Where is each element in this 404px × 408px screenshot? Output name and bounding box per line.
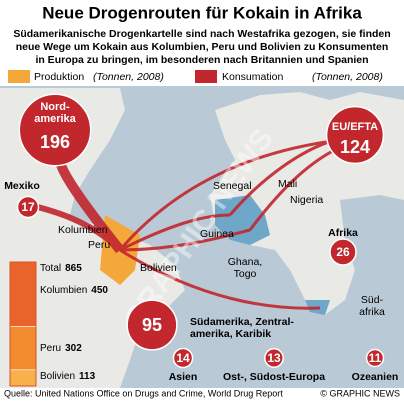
place-label: Guinea (200, 228, 234, 240)
place-label: Ghana, (228, 256, 262, 268)
production-name: Bolivien (40, 371, 75, 382)
place-label: Mali (278, 178, 297, 190)
consumption-value: 13 (267, 351, 281, 365)
production-value: 302 (65, 343, 82, 354)
place-label: Bolivien (140, 262, 177, 274)
consumption-value: 26 (336, 245, 350, 259)
consumption-value: 196 (40, 132, 70, 152)
place-label: afrika (359, 306, 385, 318)
source: Quelle: United Nations Office on Drugs a… (4, 388, 283, 398)
consumption-value: 14 (176, 351, 190, 365)
production-name: Kolumbien (40, 285, 87, 296)
production-name: Peru (40, 343, 61, 354)
place-label: Kolumbien (58, 224, 108, 236)
consumption-circle (126, 299, 178, 351)
dynamic-layer: 196 Nord-amerika 124 EU/EFTA 17 Mexiko 26 Afrik… (4, 93, 399, 387)
consumer-name: Nord- (40, 101, 70, 113)
consumption-value: 124 (340, 137, 370, 157)
production-value: 450 (91, 285, 108, 296)
credit: © GRAPHIC NEWS (320, 388, 400, 398)
legend-consumption-swatch (195, 70, 217, 83)
consumption-circle (365, 348, 385, 368)
place-label: Togo (234, 268, 257, 280)
title: Neue Drogenrouten für Kokain in Afrika (42, 3, 362, 22)
place-label: Peru (88, 239, 110, 251)
production-total-bar (9, 261, 37, 387)
production-value: 113 (79, 371, 96, 382)
production-bar (9, 261, 37, 327)
production-name: Total (40, 263, 61, 274)
consumption-value: 95 (142, 315, 162, 335)
consumption-circle (16, 195, 40, 219)
production-value: 865 (65, 263, 82, 274)
production-label: Peru 302 (40, 343, 82, 354)
subtitle-line: in Europa zu bringen, im besonderen nach… (35, 54, 368, 66)
legend-consumption: Konsumation (222, 71, 283, 83)
subtitle-line: neue Wege um Kokain aus Kolumbien, Peru … (16, 41, 389, 53)
production-label: Total 865 (40, 263, 82, 274)
consumer-name: Ost-, Südost-Europa (223, 371, 325, 383)
consumer-name: Afrika (328, 227, 358, 239)
consumption-circle (264, 348, 284, 368)
legend-unit: (Tonnen, 2008) (93, 71, 164, 83)
consumer-name: EU/EFTA (332, 121, 378, 133)
subtitle: Südamerikanische Drogenkartelle sind nac… (13, 28, 390, 66)
legend-production-swatch (8, 70, 30, 83)
production-label: Bolivien 113 (40, 371, 96, 382)
production-bar (9, 326, 37, 371)
subtitle-line: Südamerikanische Drogenkartelle sind nac… (13, 28, 390, 40)
west-africa (215, 195, 270, 245)
legend-production: Produktion (34, 71, 84, 83)
consumption-value: 17 (21, 200, 35, 214)
production-label: Kolumbien 450 (40, 285, 108, 296)
place-label: Süd- (361, 294, 384, 306)
production-bar (9, 369, 37, 387)
consumption-circle (172, 347, 194, 369)
consumption-circle (18, 93, 92, 167)
consumer-name: Ozeanien (352, 371, 399, 383)
consumption-value: 11 (369, 351, 382, 365)
consumer-name: amerika, Karibik (190, 328, 271, 340)
consumer-name: Asien (169, 371, 198, 383)
consumer-name: Südamerika, Zentral- (190, 316, 294, 328)
consumer-name: amerika (34, 113, 76, 125)
legend-unit: (Tonnen, 2008) (312, 71, 383, 83)
place-label: Nigeria (290, 194, 323, 206)
consumption-circle (325, 105, 385, 165)
consumer-name: Mexiko (4, 180, 40, 192)
place-label: Senegal (213, 180, 252, 192)
consumption-circle (329, 238, 357, 266)
